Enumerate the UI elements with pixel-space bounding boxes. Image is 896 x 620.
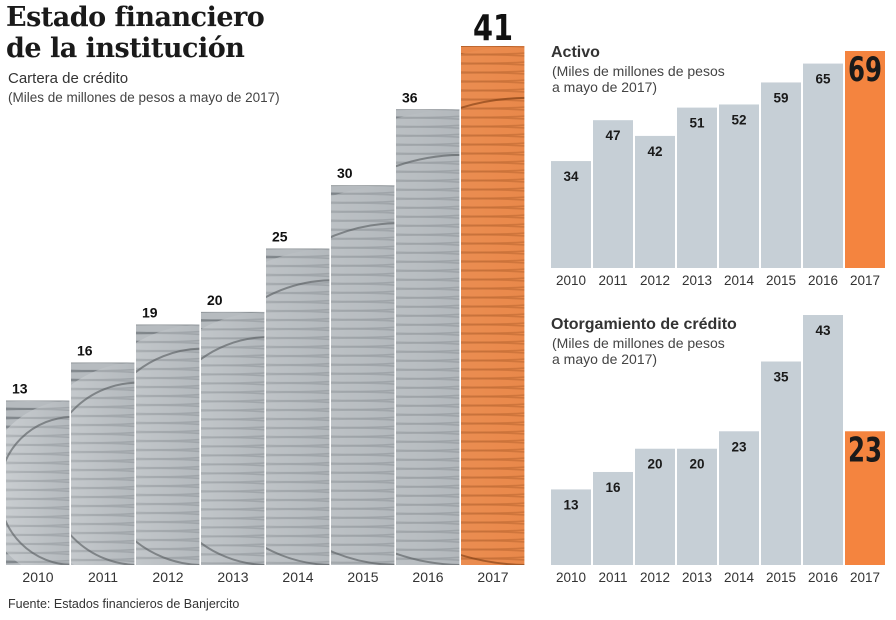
cartera-bar-2012	[136, 324, 200, 565]
cartera-value-label: 19	[142, 304, 158, 320]
cartera-bar-2016	[396, 109, 460, 565]
otorgamiento-chart-bar-2011	[593, 471, 633, 565]
title-line-2: de la institución	[6, 33, 245, 64]
activo-chart-bar-2012	[635, 135, 675, 268]
cartera-tick-label: 2016	[412, 569, 443, 585]
otorgamiento-chart-value-label: 23	[848, 430, 882, 469]
activo-chart-bar-2015	[761, 82, 801, 268]
cartera-tick-label: 2013	[217, 569, 248, 585]
activo-chart-tick-label: 2013	[682, 273, 712, 288]
otorgamiento-chart-title: Otorgamiento de crédito	[551, 316, 737, 333]
otorgamiento-chart-bar-2017	[845, 431, 885, 565]
activo-chart-tick-label: 2016	[808, 273, 838, 288]
otorgamiento-chart-tick-label: 2017	[850, 570, 880, 585]
activo-chart-bar-2011	[593, 120, 633, 268]
activo-chart-tick-label: 2014	[724, 273, 755, 288]
otorgamiento-chart-tick-label: 2014	[724, 570, 755, 585]
otorgamiento-chart-tick-label: 2015	[766, 570, 796, 585]
title-line-1: Estado financiero	[6, 2, 265, 33]
cartera-bar-2013	[201, 311, 265, 565]
cartera-tick-label: 2011	[88, 569, 118, 585]
cartera-bar-2017	[461, 46, 525, 565]
activo-chart-tick-label: 2017	[850, 273, 880, 288]
activo-chart-value-label: 65	[815, 72, 831, 87]
activo-chart-value-label: 52	[731, 112, 746, 127]
source-note: Fuente: Estados financieros de Banjercit…	[8, 597, 240, 611]
coin-face	[71, 362, 135, 565]
coin-face	[331, 185, 395, 565]
page-title: Estado financiero de la institución	[6, 2, 265, 64]
cartera-tick-label: 2015	[347, 569, 378, 585]
otorgamiento-chart-units: (Miles de millones de pesos	[552, 335, 725, 351]
coin-face	[6, 400, 70, 565]
cartera-value-label: 20	[207, 292, 223, 308]
activo-chart-value-label: 59	[773, 90, 788, 105]
cartera-value-label: 25	[272, 229, 288, 245]
activo-chart-value-label: 51	[689, 116, 705, 131]
otorgamiento-chart-bar-2010	[551, 489, 591, 565]
otorgamiento-chart-value-label: 23	[731, 439, 747, 454]
activo-chart-value-label: 47	[605, 128, 620, 143]
cartera-tick-label: 2010	[22, 569, 53, 585]
activo-chart-bar-2010	[551, 161, 591, 268]
activo-chart-tick-label: 2015	[766, 273, 796, 288]
activo-chart-bar-2017	[845, 51, 885, 268]
activo-chart-bar-2014	[719, 104, 759, 268]
cartera-bar-2011	[71, 362, 135, 565]
cartera-value-label: 36	[402, 89, 418, 105]
cartera-value-label: 41	[473, 7, 513, 49]
activo-chart-bar-2016	[803, 63, 843, 268]
otorgamiento-chart-units: a mayo de 2017)	[552, 351, 657, 367]
otorgamiento-chart-tick-label: 2012	[640, 570, 670, 585]
otorgamiento-chart-bar-2016	[803, 315, 843, 565]
coin-face	[201, 311, 265, 565]
activo-chart-tick-label: 2012	[640, 273, 670, 288]
activo-chart-tick-label: 2011	[598, 273, 627, 288]
otorgamiento-chart-bar-2012	[635, 448, 675, 565]
otorgamiento-chart-value-label: 16	[605, 480, 621, 495]
main-chart-units: (Miles de millones de pesos a mayo de 20…	[8, 90, 280, 105]
cartera-value-label: 13	[12, 380, 28, 396]
cartera-bar-2014	[266, 248, 330, 565]
activo-chart-tick-label: 2010	[556, 273, 586, 288]
activo-chart-units: (Miles de millones de pesos	[552, 63, 725, 79]
coin-face	[461, 46, 525, 565]
otorgamiento-chart-tick-label: 2010	[556, 570, 586, 585]
cartera-bar-2015	[331, 185, 395, 565]
coin-face	[396, 109, 460, 565]
otorgamiento-chart-tick-label: 2016	[808, 570, 838, 585]
otorgamiento-chart-value-label: 20	[689, 457, 704, 472]
cartera-chart: 13 2010 16 2011 19 2012 20 2013 25 2014 30 2015 36 20…	[6, 7, 526, 585]
activo-chart-value-label: 69	[848, 50, 882, 89]
cartera-value-label: 16	[77, 342, 93, 358]
cartera-value-label: 30	[337, 165, 353, 181]
coin-face	[266, 248, 330, 565]
otorgamiento-chart-tick-label: 2011	[598, 570, 627, 585]
cartera-tick-label: 2012	[152, 569, 183, 585]
coin-face	[136, 324, 200, 565]
otorgamiento-chart-value-label: 35	[773, 370, 789, 385]
otorgamiento-chart: Otorgamiento de crédito (Miles de millone…	[551, 315, 885, 585]
activo-chart-value-label: 42	[647, 144, 662, 159]
cartera-bar-2010	[6, 400, 70, 565]
otorgamiento-chart-bar-2013	[677, 448, 717, 565]
otorgamiento-chart-value-label: 43	[815, 323, 831, 338]
activo-chart-title: Activo	[551, 44, 600, 61]
activo-chart-value-label: 34	[563, 169, 579, 184]
otorgamiento-chart-tick-label: 2013	[682, 570, 712, 585]
cartera-tick-label: 2017	[477, 569, 508, 585]
otorgamiento-chart-bar-2014	[719, 431, 759, 565]
activo-chart-units: a mayo de 2017)	[552, 79, 657, 95]
otorgamiento-chart-value-label: 13	[563, 497, 579, 512]
activo-chart-bar-2013	[677, 107, 717, 268]
main-chart-title: Cartera de crédito	[8, 70, 129, 87]
otorgamiento-chart-value-label: 20	[647, 457, 662, 472]
cartera-tick-label: 2014	[282, 569, 313, 585]
otorgamiento-chart-bar-2015	[761, 361, 801, 565]
